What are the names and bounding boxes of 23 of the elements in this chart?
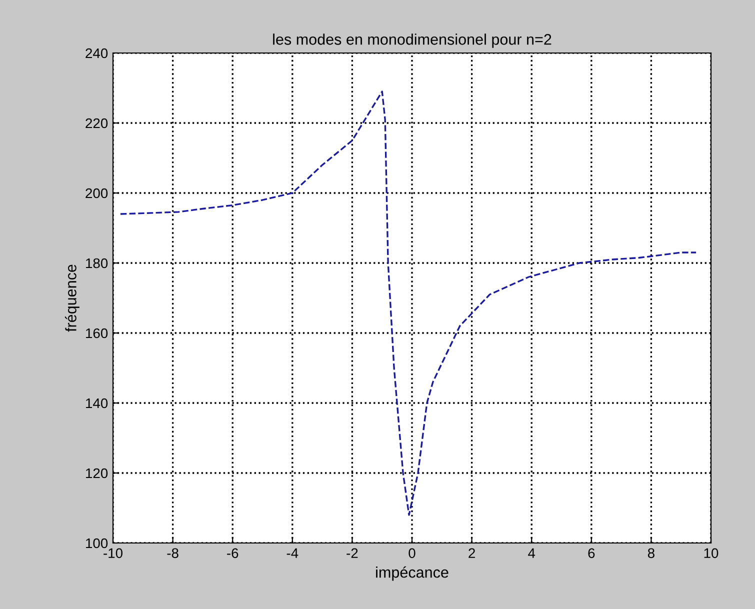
chart-title: les modes en monodimensionel pour n=2 — [273, 34, 552, 48]
y-tick-label: 220 — [86, 118, 108, 128]
y-tick-label: 200 — [86, 188, 108, 198]
y-tick-label: 140 — [86, 398, 108, 408]
x-tick-label: 2 — [468, 548, 475, 558]
x-tick-label: -2 — [346, 548, 358, 558]
y-tick-label: 160 — [86, 328, 108, 338]
x-tick-label: -4 — [286, 548, 298, 558]
x-tick-label: 6 — [588, 548, 595, 558]
x-axis-title: impécance — [376, 566, 448, 581]
y-axis-title: fréquence — [64, 264, 80, 332]
x-tick-label: 10 — [704, 548, 718, 558]
x-tick-label: -10 — [104, 548, 122, 558]
y-tick-label: 240 — [86, 48, 108, 58]
x-tick-label: -8 — [167, 548, 178, 558]
line-series — [120, 90, 697, 516]
y-tick-label: 180 — [86, 258, 108, 268]
x-tick-label: -6 — [227, 548, 238, 558]
y-tick-label: 100 — [86, 538, 108, 548]
y-tick-label: 120 — [86, 468, 108, 478]
x-tick-label: 0 — [408, 548, 416, 558]
x-tick-label: 4 — [528, 548, 536, 558]
x-tick-label: 8 — [648, 548, 654, 558]
